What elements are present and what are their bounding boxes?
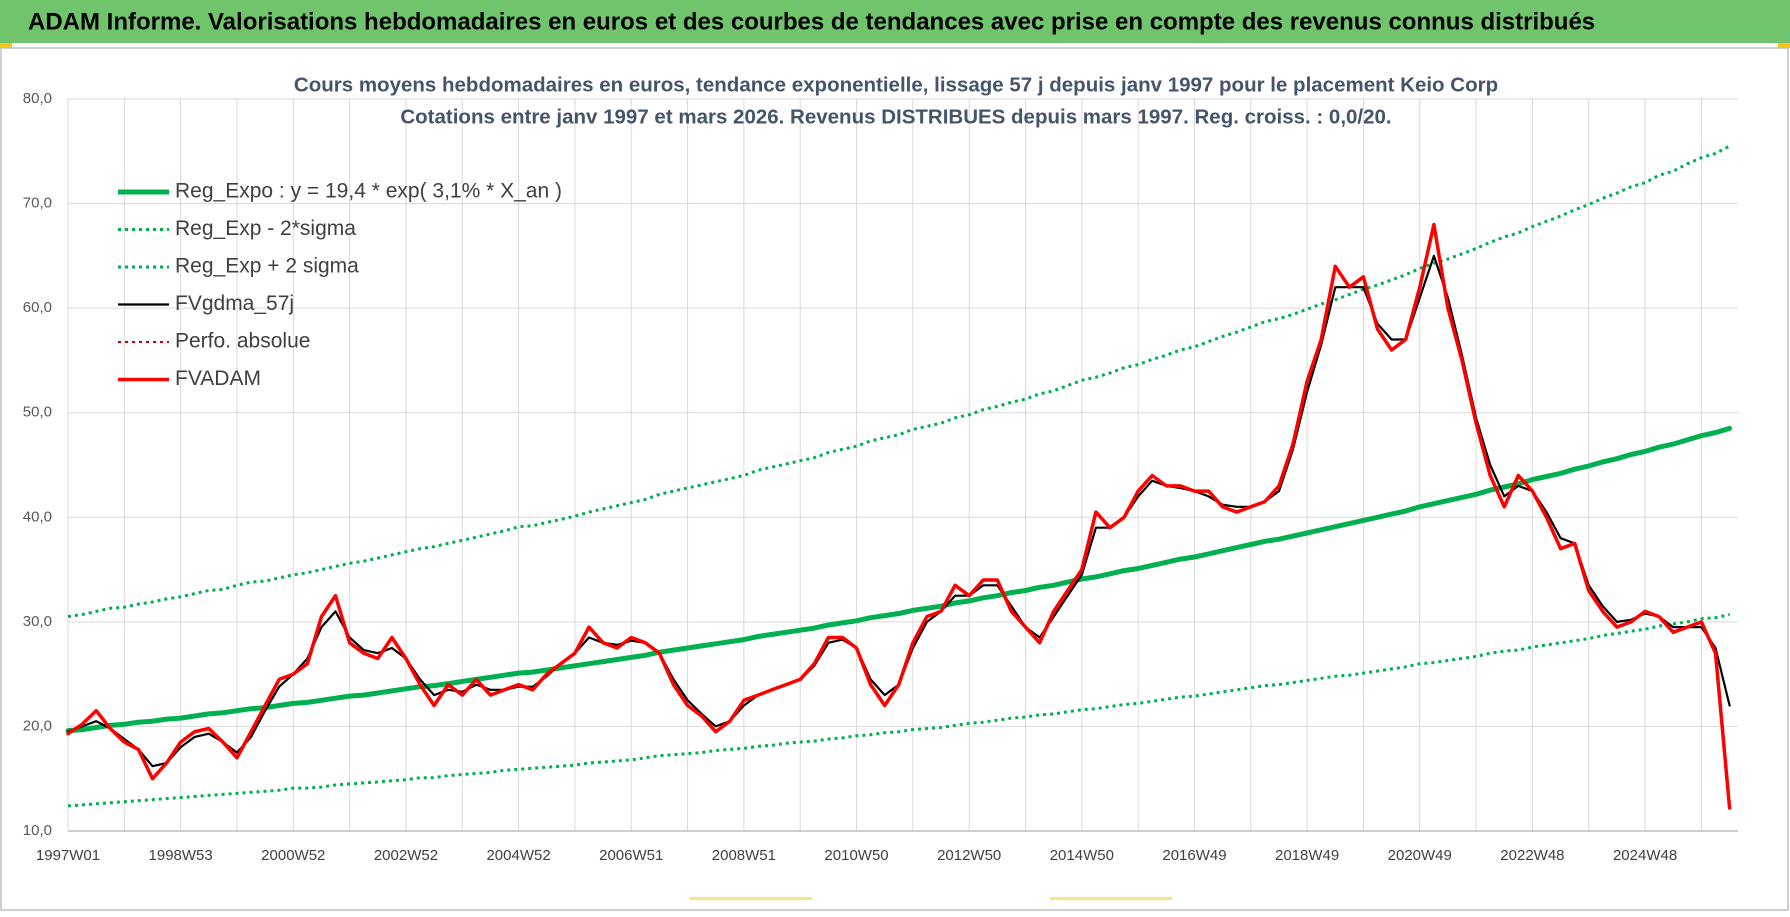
x-tick-label: 2008W51: [712, 847, 776, 864]
chart-title: Cours moyens hebdomadaires en euros, ten…: [294, 73, 1498, 96]
x-tick-label: 2000W52: [261, 847, 325, 864]
x-tick-label: 1998W53: [149, 847, 213, 864]
legend-label: FVgdma_57j: [175, 292, 294, 315]
legend-label: Reg_Exp - 2*sigma: [175, 217, 356, 240]
x-tick-label: 2010W50: [824, 847, 888, 864]
x-tick-label: 1997W01: [36, 847, 100, 864]
x-tick-label: 2002W52: [374, 847, 438, 864]
plot-area: 10,0 20,0 30,0 40,0 50,0 60,0 70,0 80,0 1997W01 1…: [23, 90, 1738, 864]
x-tick-label: 2022W48: [1500, 847, 1564, 864]
legend-label: Reg_Expo : y = 19,4 * exp( 3,1% * X_an ): [175, 180, 562, 203]
chart-frame: [0, 47, 1789, 911]
x-tick-label: 2014W50: [1050, 847, 1114, 864]
x-tick-label: 2024W48: [1613, 847, 1677, 864]
page-title: ADAM Informe. Valorisations hebdomadaire…: [28, 8, 1595, 35]
x-tick-label: 2012W50: [937, 847, 1001, 864]
series-line: [67, 144, 1731, 619]
legend-label: Reg_Exp + 2 sigma: [175, 255, 359, 278]
x-tick-label: 2004W52: [486, 847, 550, 864]
chart-subtitle: Cotations entre janv 1997 et mars 2026. …: [400, 105, 1391, 128]
series-line: [66, 222, 1732, 810]
x-tick-label: 2018W49: [1275, 847, 1339, 864]
corner-mark: [0, 43, 12, 48]
legend-label: FVADAM: [175, 367, 261, 390]
header-bar: [0, 0, 1790, 43]
y-tick-label: 20,0: [23, 717, 52, 734]
footer-mark: [1050, 897, 1172, 900]
x-tick-label: 2020W49: [1388, 847, 1452, 864]
legend: Reg_Expo : y = 19,4 * exp( 3,1% * X_an )…: [118, 180, 562, 390]
y-tick-label: 10,0: [23, 822, 52, 839]
y-tick-label: 80,0: [23, 90, 52, 107]
series-line: [67, 613, 1730, 808]
corner-mark: [1778, 43, 1790, 48]
y-tick-label: 40,0: [23, 508, 52, 525]
x-tick-label: 2006W51: [599, 847, 663, 864]
x-tick-label: 2016W49: [1162, 847, 1226, 864]
y-tick-label: 30,0: [23, 613, 52, 630]
y-tick-label: 50,0: [23, 404, 52, 421]
series-line: [66, 254, 1731, 768]
legend-label: Perfo. absolue: [175, 330, 310, 353]
footer-mark: [690, 897, 812, 900]
series-line: [65, 425, 1733, 734]
y-tick-label: 70,0: [23, 195, 52, 212]
y-tick-label: 60,0: [23, 299, 52, 316]
